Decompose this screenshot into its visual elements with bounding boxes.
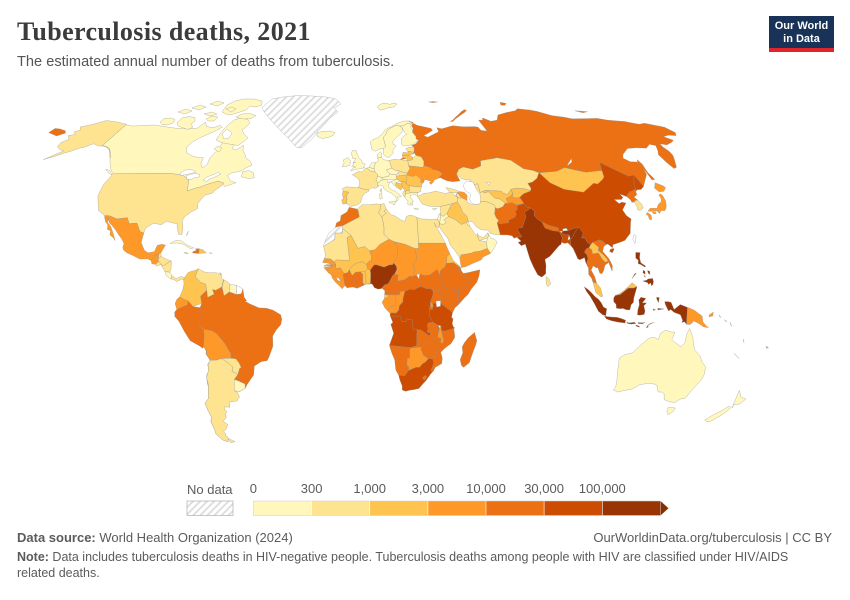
svg-text:10,000: 10,000 <box>466 481 506 496</box>
svg-text:No data: No data <box>187 482 233 497</box>
svg-text:1,000: 1,000 <box>353 481 386 496</box>
svg-text:30,000: 30,000 <box>524 481 564 496</box>
svg-text:3,000: 3,000 <box>412 481 445 496</box>
svg-text:300: 300 <box>301 481 323 496</box>
svg-text:100,000: 100,000 <box>579 481 626 496</box>
svg-text:0: 0 <box>250 481 257 496</box>
